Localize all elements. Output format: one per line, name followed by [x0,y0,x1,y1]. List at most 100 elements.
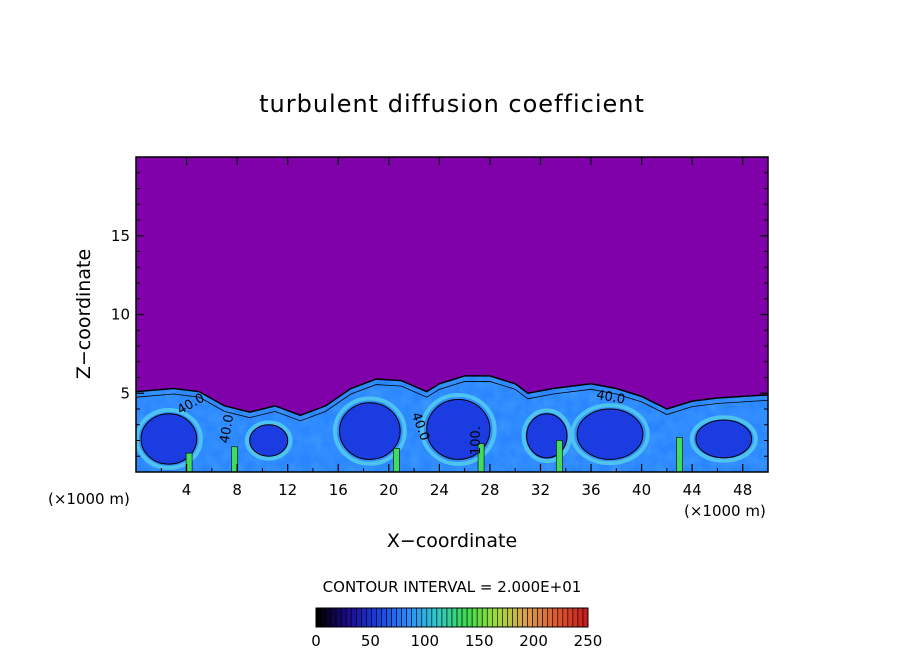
contour-inner [136,381,768,422]
eddy-rim [136,407,203,470]
colorbar-cell [446,607,453,628]
colorbar-cell [476,607,483,628]
colorbar [315,607,589,628]
contour-label: 40.0 [595,388,626,408]
x-tick-label: 4 [182,481,192,499]
colorbar-cell [330,607,337,628]
x-tick-label: 24 [430,481,449,499]
colorbar-cell [366,607,372,628]
colorbar-cell [421,607,428,628]
colorbar-cell [436,607,443,628]
plume [231,446,238,472]
x-axis-label: X−coordinate [387,530,517,552]
colorbar-cell [502,607,508,628]
eddy-core [140,413,198,465]
colorbar-cell [542,607,549,628]
eddy-core [339,402,401,460]
eddy-core [426,399,491,460]
colorbar-cell [522,607,528,628]
eddy-rim [570,403,650,466]
colorbar-cell [537,607,543,628]
contour-boundary [136,375,768,417]
plot-area: 40.040.0 40.0 100.40.0 [136,157,768,472]
x-tick-label: 32 [531,481,550,499]
eddy-rim [419,393,497,466]
colorbar-cell [320,607,327,628]
colorbar-cell [441,607,448,628]
chart-title: turbulent diffusion coefficient [259,90,645,118]
eddy-rim [332,396,407,466]
colorbar-cell [507,607,513,628]
colorbar-cell [466,607,473,628]
colorbar-cell [431,607,438,628]
colorbar-cell [547,607,554,628]
colorbar-cell [497,607,503,628]
colorbar-tick-label: 0 [311,632,321,650]
colorbar-cell [461,607,468,628]
x-tick-label: 40 [632,481,651,499]
colorbar-cell [345,607,352,628]
colorbar-cell [335,607,342,628]
colorbar-cell [552,607,559,628]
colorbar-cell [381,607,387,628]
plume [393,448,400,472]
colorbar-cell [562,607,569,628]
colorbar-cell [406,607,413,628]
x-tick-label: 44 [683,481,702,499]
colorbar-cell [361,607,367,628]
eddy-core [695,419,753,459]
eddy-cells [136,393,758,472]
colorbar-cell [426,607,433,628]
colorbar-cell [527,607,533,628]
eddy-rim [689,415,758,463]
y-axis-ticks: 5 10 15 [111,172,768,457]
colorbar-cell [491,607,498,628]
eddy-core [576,408,644,460]
x-tick-label: 12 [278,481,297,499]
colorbar-cell [456,607,463,628]
contour-label: 40.0 [217,413,237,444]
eddy-rim [521,408,573,464]
colorbar-cell [315,607,322,628]
colorbar-tick-label: 150 [465,632,494,650]
colorbar-cell [355,607,362,628]
x-tick-label: 8 [232,481,242,499]
colorbar-cell [386,607,392,628]
colorbar-cell [512,607,518,628]
colorbar-tick-label: 200 [519,632,548,650]
colorbar-cell [486,607,493,628]
plume [676,437,683,472]
colorbar-cell [391,607,397,628]
x-tick-label: 28 [480,481,499,499]
eddy-core [249,424,289,457]
colorbar-frame [315,607,589,628]
colorbar-cell [340,607,347,628]
colorbar-cell [396,607,402,628]
colorbar-cell [532,607,538,628]
colorbar-cell [567,607,574,628]
eddy-rim [244,420,293,461]
colorbar-tick-label: 250 [574,632,603,650]
colorbar-cell [411,607,418,628]
colorbar-cell [350,607,357,628]
x-tick-label: 16 [329,481,348,499]
x-tick-label: 48 [733,481,752,499]
y-tick-label: 5 [120,384,130,402]
colorbar-cell [481,607,488,628]
y-tick-label: 10 [111,306,130,324]
colorbar-cell [572,607,579,628]
plume [185,452,193,472]
plume [477,443,485,472]
colorbar-cell [582,607,589,628]
x-unit-right: (×1000 m) [684,502,766,520]
y-axis-label: Z−coordinate [73,249,95,379]
y-tick-label: 15 [111,227,130,245]
colorbar-cell [517,607,523,628]
colorbar-cell [376,607,382,628]
colorbar-cell [471,607,478,628]
colorbar-cell [401,607,407,628]
colorbar-cell [577,607,584,628]
colorbar-tick-label: 100 [410,632,439,650]
colorbar-cell [451,607,458,628]
